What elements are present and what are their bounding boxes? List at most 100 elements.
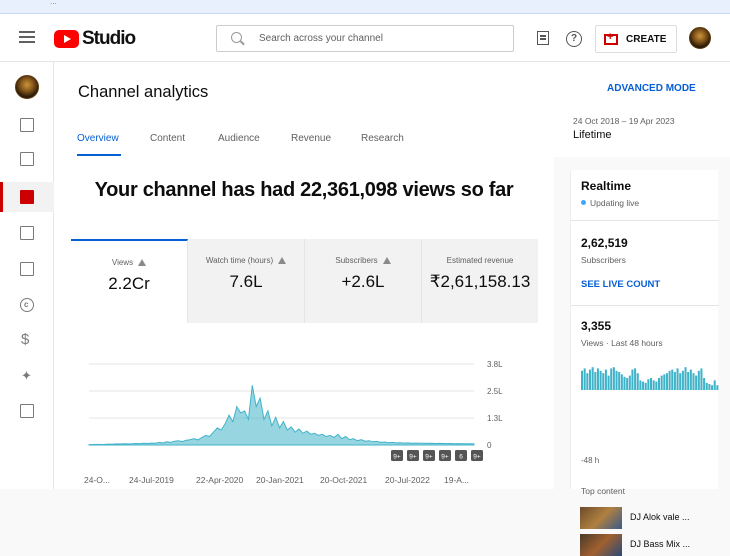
annotation-marker [439,450,451,461]
logo-text: Studio [82,28,136,49]
tab-research[interactable]: Research [361,133,404,144]
realtime-bar [612,367,615,390]
annotation-marker-label: 9+ [409,454,417,461]
realtime-bar [660,375,663,390]
dollar-icon: $ [21,331,30,348]
realtime-bar [594,372,597,390]
metric-label: Estimated revenue [446,256,514,265]
metric-value: 7.6L [229,272,263,291]
realtime-bar [676,368,679,390]
date-range-label[interactable]: Lifetime [573,129,612,141]
realtime-bar [689,369,692,390]
divider [571,305,719,306]
date-range[interactable]: 24 Oct 2018 – 19 Apr 2023 [573,116,675,126]
search-input[interactable]: Search across your channel [259,33,383,44]
metric-label: Watch time (hours) [205,256,274,265]
channel-avatar[interactable] [15,75,39,99]
page-title: Channel analytics [78,83,209,101]
divider [571,220,719,221]
realtime-status: Updating live [581,198,639,208]
realtime-bar [581,370,584,390]
sidebar-item-content[interactable] [0,144,54,174]
realtime-bar [679,373,682,390]
y-tick-label: 1.3L [487,414,503,423]
comments-icon [20,226,34,240]
realtime-bars-start-label: -48 h [581,456,600,465]
metric-tabs: Views 2.2Cr Watch time (hours) 7.6L Subs… [71,239,538,323]
realtime-bar [684,367,687,390]
metric-watch-time[interactable]: Watch time (hours) 7.6L [188,239,305,323]
tab-revenue[interactable]: Revenue [291,133,332,144]
sidebar-item-dashboard[interactable] [0,110,54,140]
realtime-bar [650,378,653,390]
realtime-bar [663,374,666,390]
realtime-bar [642,381,645,390]
realtime-bar [615,370,618,390]
x-tick-label: 20-Oct-2021 [320,475,368,485]
sidebar-item-analytics[interactable] [0,182,54,212]
realtime-status-text: Updating live [590,198,640,208]
views-series-area [88,385,475,446]
sidebar-item-copyright[interactable]: c [0,290,54,320]
warning-icon [278,257,287,264]
video-thumbnail [580,507,622,529]
realtime-bar [692,373,695,390]
annotation-marker-label: 9+ [425,454,433,461]
realtime-bar [697,370,700,390]
tab-audience[interactable]: Audience [218,133,260,144]
audio-library-icon [20,404,34,418]
live-dot-icon [581,200,586,205]
tab-overview[interactable]: Overview [77,133,119,144]
search-icon [231,32,242,43]
x-tick-label: 24-Jul-2019 [129,475,174,485]
see-live-count-link[interactable]: SEE LIVE COUNT [581,279,661,290]
annotation-marker [455,450,467,461]
metric-revenue[interactable]: Estimated revenue ₹2,61,158.13 [422,239,538,323]
active-tab-indicator [77,154,121,156]
sidebar-item-comments[interactable] [0,218,54,248]
realtime-bar [620,374,623,390]
tab-content[interactable]: Content [150,133,186,144]
y-tick-label: 0 [487,441,492,450]
sidebar-item-customization[interactable]: ✦ [0,362,54,392]
sidebar-item-earn[interactable]: $ [0,326,54,356]
annotation-marker [391,450,403,461]
annotation-marker-label: 9+ [473,454,481,461]
sidebar-item-subtitles[interactable] [0,254,54,284]
metric-subscribers[interactable]: Subscribers +2.6L [305,239,422,323]
main-panel: Channel analytics ADVANCED MODE Overview… [54,62,730,556]
sidebar-item-audio-library[interactable] [0,396,54,426]
metric-views[interactable]: Views 2.2Cr [71,239,188,323]
menu-icon[interactable] [19,31,35,43]
realtime-subscribers-label: Subscribers [581,255,626,265]
list-item[interactable]: DJ Alok vale ... [580,507,718,529]
realtime-bar [588,369,592,390]
realtime-bar [655,381,658,390]
x-tick-label: 19-A... [444,475,469,485]
realtime-views-bars [581,367,719,390]
list-item[interactable]: DJ Bass Mix ... [580,534,718,556]
advanced-mode-button[interactable]: ADVANCED MODE [607,83,696,94]
search-box[interactable]: Search across your channel [216,25,514,52]
y-tick-label: 2.5L [487,387,503,396]
x-tick-label: 22-Apr-2020 [196,475,244,485]
account-avatar[interactable] [689,27,711,49]
metric-value: ₹2,61,158.13 [429,272,531,291]
realtime-bar [631,369,634,390]
realtime-bar [604,369,607,390]
feedback-icon[interactable] [537,31,549,45]
sidebar: c $ ✦ [0,62,54,489]
views-headline: Your channel has had 22,361,098 views so… [94,179,514,201]
help-icon[interactable]: ? [566,31,582,47]
realtime-bar [673,372,676,390]
realtime-bar [681,370,684,390]
x-tick-label: 24-O... [84,475,110,485]
studio-logo[interactable]: Studio [54,28,136,50]
realtime-bar [602,373,605,390]
realtime-bar [626,378,629,390]
realtime-bar [652,380,655,390]
realtime-bar [586,373,589,390]
realtime-bar [687,372,690,390]
realtime-bar [610,368,613,390]
create-button[interactable]: CREATE [595,25,677,53]
